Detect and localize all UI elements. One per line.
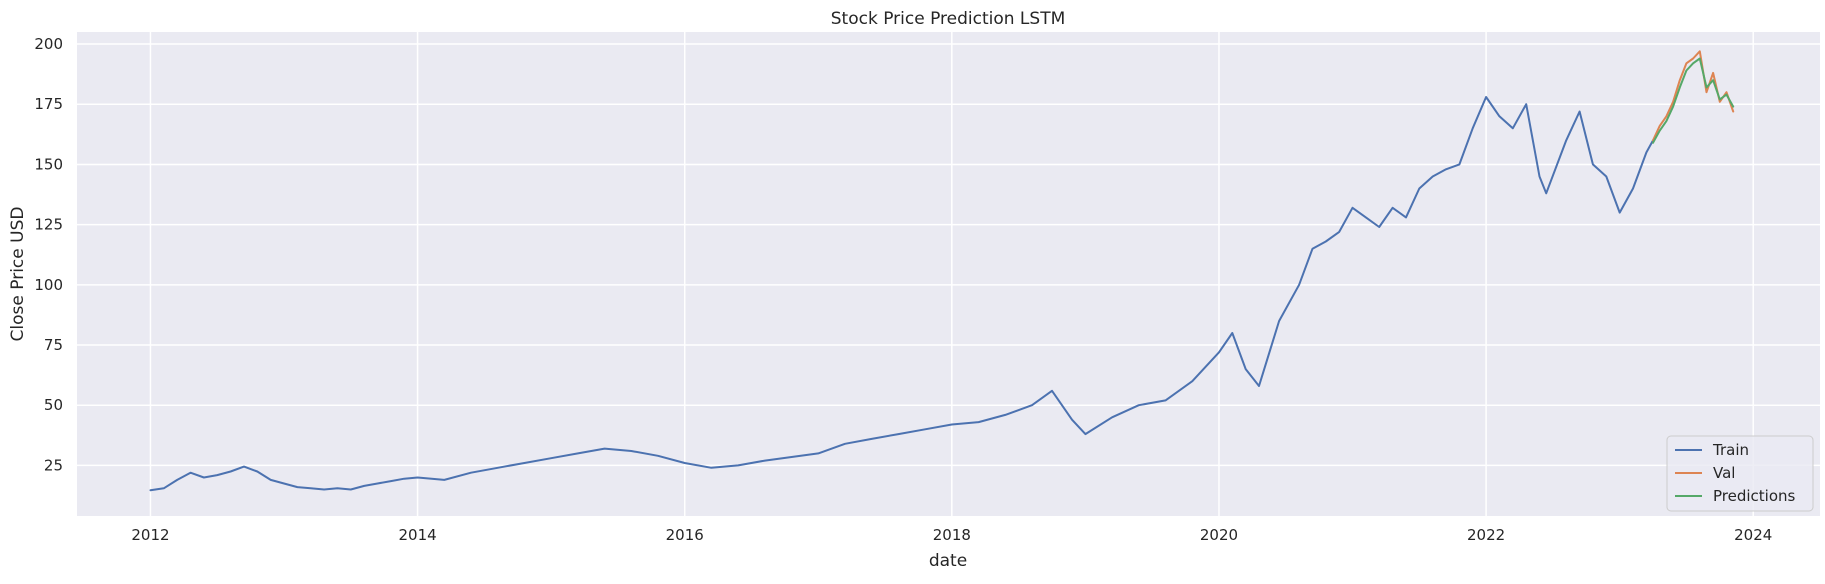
series-line-predictions bbox=[1652, 57, 1735, 144]
y-axis-label: Close Price USD bbox=[8, 207, 28, 342]
legend: Train Val Predictions bbox=[1666, 435, 1814, 512]
y-tick-label: 175 bbox=[34, 95, 63, 113]
legend-label-val: Val bbox=[1713, 464, 1735, 482]
plot-background bbox=[77, 32, 1820, 516]
y-tick-label: 125 bbox=[34, 216, 63, 234]
y-tick-label: 50 bbox=[44, 396, 63, 414]
x-axis-label: date bbox=[929, 551, 967, 571]
x-tick-label: 2012 bbox=[131, 526, 169, 544]
x-tick-label: 2016 bbox=[666, 526, 704, 544]
series-line-train bbox=[149, 96, 1654, 492]
tick-labels: 2012 2014 2016 2018 2020 2022 2024 25 50 75 100 125… bbox=[34, 35, 1772, 544]
x-tick-label: 2024 bbox=[1734, 526, 1772, 544]
series-group bbox=[149, 50, 1735, 492]
grid bbox=[77, 32, 1820, 516]
y-tick-label: 150 bbox=[34, 155, 63, 173]
x-tick-label: 2020 bbox=[1200, 526, 1238, 544]
legend-label-train: Train bbox=[1712, 441, 1749, 459]
x-tick-label: 2018 bbox=[933, 526, 971, 544]
y-tick-label: 75 bbox=[44, 336, 63, 354]
x-tick-label: 2014 bbox=[398, 526, 436, 544]
y-tick-label: 100 bbox=[34, 276, 63, 294]
legend-label-predictions: Predictions bbox=[1713, 487, 1796, 505]
y-tick-label: 25 bbox=[44, 456, 63, 474]
y-tick-label: 200 bbox=[34, 35, 63, 53]
chart-title: Stock Price Prediction LSTM bbox=[831, 9, 1066, 29]
legend-box bbox=[1666, 435, 1814, 512]
series-line-val bbox=[1652, 50, 1735, 142]
x-tick-label: 2022 bbox=[1467, 526, 1505, 544]
